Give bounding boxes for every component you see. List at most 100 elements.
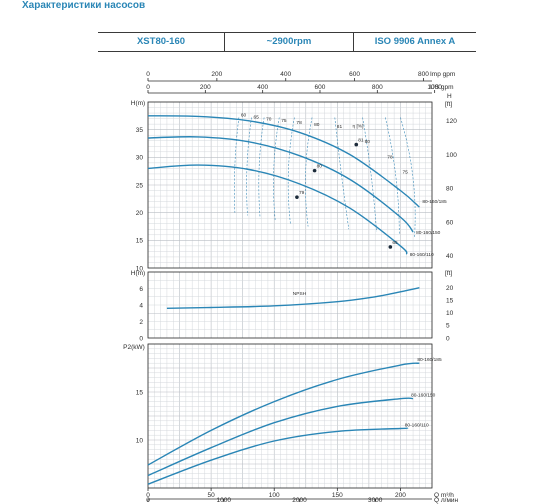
efficiency-isoline [362,117,377,233]
power-curve-80-160/110 [147,427,409,485]
npsh-ytick-label: 2 [139,319,143,326]
efficiency-label: 78 [387,154,393,160]
power-curve-label: 80-160/150 [411,393,436,399]
us-gpm-tick-label: 600 [315,84,326,91]
efficiency-isoline [246,117,252,216]
efficiency-isoline [334,117,350,230]
imp-gpm-tick-label: 200 [211,71,222,78]
operating-point [354,142,359,147]
efficiency-isoline [400,117,416,238]
npsh-curve-label: NPSH [293,291,307,297]
imp-gpm-tick-label: 400 [280,71,291,78]
info-bar: XST80-160 ~2900rpm ISO 9906 Annex A [98,32,476,52]
head-ytick-label: 10 [136,265,144,272]
operating-point [295,195,299,199]
head-ytick-label: 15 [136,238,144,245]
npsh-ylabel: H(m) [131,270,145,277]
efficiency-label: 65 [254,114,260,120]
us-gpm-tick-label: 400 [257,84,268,91]
operating-point-label: 79 [299,190,305,196]
head-ytick-label: 30 [136,155,144,162]
head-curve-label: 80-160/185 [422,199,447,205]
head-y2tick-label: 80 [446,186,454,193]
npsh-y2label: [ft] [445,270,452,277]
npsh-curve [166,287,420,309]
power-curve-label: 80-160/110 [405,422,429,428]
efficiency-label: 81 [337,124,343,130]
us-gpm-tick-label: 0 [146,84,150,91]
npsh-ytick-label: 0 [139,335,143,342]
efficiency-isoline [258,117,265,219]
npsh-y2tick-label: 20 [446,285,454,292]
efficiency-label: 75 [281,118,287,124]
imp-gpm-unit: Imp gpm [430,71,455,78]
head-ytick-label: 35 [136,127,144,134]
operating-point [312,168,317,173]
head-y2tick-label: 100 [446,152,457,159]
flow-lpm-tick-label: 0 [146,497,150,504]
flow-lpm-tick-label: 3000 [368,497,383,504]
efficiency-isoline [385,117,400,235]
flow-m3h-unit: Q m³/h [434,492,454,499]
head-y2label-h: H [447,93,452,100]
head-y2tick-label: 40 [446,253,454,260]
efficiency-isoline [305,117,313,227]
head-curve-label: 80-160/110 [410,252,434,258]
head-ylabel: H(m) [131,100,145,107]
head-curve-80-160/110 [147,164,408,255]
efficiency-label: 60 [241,112,247,118]
power-curve-label: 80-160/185 [417,357,442,363]
efficiency-isoline [273,117,280,221]
imp-gpm-tick-label: 0 [146,71,150,78]
head-curve-80-160/185 [147,115,420,208]
flow-m3h-tick-label: 50 [207,492,215,499]
head-y2label-ft: [ft] [445,101,452,108]
us-gpm-tick-label: 200 [200,84,211,91]
head-curve-80-160/150 [147,136,414,233]
efficiency-label: 80 [365,139,371,145]
efficiency-symbol: η [%] [352,123,363,129]
npsh-y2tick-label: 5 [446,323,450,330]
npsh-y2tick-label: 0 [446,335,450,342]
flow-m3h-tick-label: 150 [332,492,343,499]
model-label: XST80-160 [98,33,225,51]
npsh-ytick-label: 4 [139,302,143,309]
us-gpm-unit: US gpm [430,84,453,91]
power-ytick-label: 10 [136,437,144,444]
head-panel-grid [147,101,433,269]
operating-point [388,245,393,249]
npsh-panel-frame [147,271,433,339]
npsh-ytick-label: 6 [139,286,143,293]
power-ytick-label: 15 [136,389,144,396]
head-ytick-label: 25 [136,182,144,189]
head-y2tick-label: 120 [446,118,457,125]
efficiency-label: 75 [402,170,408,176]
efficiency-isoline [287,117,295,224]
operating-point-label: 80 [317,164,323,170]
us-gpm-tick-label: 1000 [427,84,442,91]
head-ytick-label: 20 [136,210,144,217]
head-y2tick-label: 60 [446,219,454,226]
standard-label: ISO 9906 Annex A [374,36,456,47]
flow-m3h-tick-label: 0 [146,492,150,499]
flow-lpm-tick-label: 1000 [216,497,231,504]
npsh-y2tick-label: 10 [446,310,454,317]
speed-label: ~2900rpm [225,33,354,51]
imp-gpm-tick-label: 800 [418,71,429,78]
flow-lpm-tick-label: 2000 [292,497,307,504]
flow-m3h-tick-label: 200 [395,492,406,499]
operating-point-label: 81 [358,138,364,144]
flow-lpm-unit: Q л/мин [434,497,459,504]
efficiency-label: 80 [314,122,320,128]
power-curve-80-160/150 [147,397,414,477]
power-panel-frame [147,343,433,489]
flow-m3h-tick-label: 100 [269,492,280,499]
imp-gpm-tick-label: 600 [349,71,360,78]
head-panel-frame [147,101,433,269]
operating-point-label: 65 [392,240,398,246]
page-title: Характеристики насосов [22,0,146,11]
efficiency-label: 70 [266,116,272,122]
npsh-y2tick-label: 15 [446,298,454,305]
power-curve-80-160/185 [147,362,420,466]
